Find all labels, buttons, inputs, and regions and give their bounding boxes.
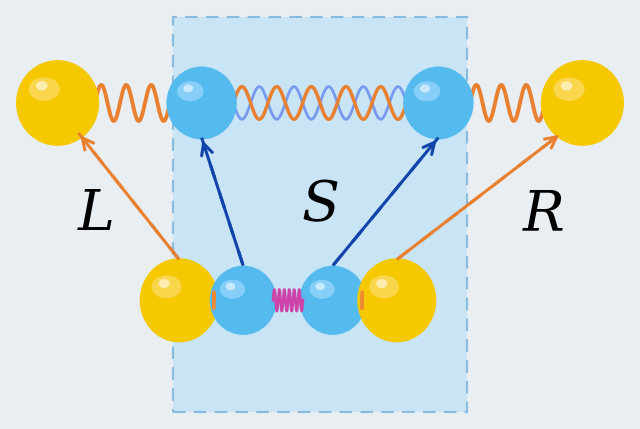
- Ellipse shape: [357, 258, 436, 342]
- Ellipse shape: [140, 258, 219, 342]
- Ellipse shape: [159, 279, 170, 288]
- Ellipse shape: [414, 81, 440, 101]
- Ellipse shape: [376, 279, 387, 288]
- Ellipse shape: [310, 280, 335, 299]
- Ellipse shape: [226, 283, 235, 290]
- Ellipse shape: [29, 77, 60, 101]
- Ellipse shape: [300, 266, 366, 335]
- Ellipse shape: [541, 60, 624, 146]
- Ellipse shape: [152, 275, 181, 299]
- Ellipse shape: [403, 66, 474, 139]
- Ellipse shape: [177, 81, 204, 101]
- FancyBboxPatch shape: [173, 17, 467, 412]
- Ellipse shape: [420, 85, 430, 92]
- Ellipse shape: [554, 77, 585, 101]
- Ellipse shape: [369, 275, 399, 299]
- Ellipse shape: [16, 60, 99, 146]
- Ellipse shape: [210, 266, 276, 335]
- Ellipse shape: [183, 85, 193, 92]
- Ellipse shape: [166, 66, 237, 139]
- Text: S: S: [301, 178, 339, 233]
- Ellipse shape: [220, 280, 245, 299]
- Ellipse shape: [316, 283, 324, 290]
- Ellipse shape: [561, 81, 572, 91]
- Text: L: L: [77, 187, 115, 242]
- Text: R: R: [523, 187, 565, 242]
- Ellipse shape: [36, 81, 47, 91]
